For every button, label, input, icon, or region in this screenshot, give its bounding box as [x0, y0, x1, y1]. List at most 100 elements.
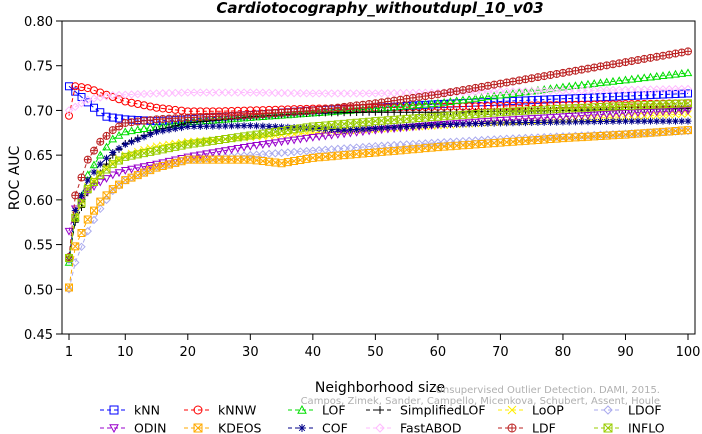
data-point — [389, 140, 399, 150]
data-point-cross — [603, 61, 611, 69]
y-tick-label: 0.45 — [24, 328, 53, 343]
data-point — [446, 137, 455, 147]
data-point-cross — [553, 70, 561, 78]
data-point — [65, 111, 73, 120]
data-point — [602, 110, 612, 119]
data-point — [552, 113, 562, 122]
data-point — [196, 88, 205, 97]
data-point-cross — [403, 95, 411, 103]
data-point-cross — [653, 53, 661, 61]
data-point — [252, 150, 261, 159]
data-point — [427, 91, 436, 100]
data-point — [114, 90, 124, 100]
data-point — [127, 98, 136, 107]
x-tick-label: 80 — [555, 345, 572, 360]
data-point — [559, 118, 567, 126]
data-point — [220, 147, 230, 156]
data-point — [521, 119, 529, 127]
data-point — [633, 85, 643, 94]
data-point — [359, 125, 367, 133]
data-point — [596, 111, 605, 120]
data-point-cross — [103, 132, 111, 140]
x-tick-label: 90 — [617, 345, 634, 360]
y-tick-label: 0.65 — [24, 149, 53, 164]
data-point — [139, 163, 149, 172]
data-point — [246, 88, 255, 97]
data-point — [102, 131, 111, 140]
data-point — [508, 87, 518, 96]
data-point — [683, 107, 693, 115]
data-point — [133, 125, 143, 134]
data-point — [371, 124, 379, 132]
data-point — [515, 76, 524, 85]
x-tick-label: 40 — [305, 345, 322, 360]
data-point — [196, 122, 204, 130]
data-point — [583, 111, 593, 120]
y-axis: 0.45 0.50 0.55 0.60 0.65 0.70 0.75 0.80 — [24, 15, 62, 343]
data-point-cross — [621, 58, 629, 66]
data-point — [334, 126, 342, 134]
data-point-cross — [671, 50, 679, 58]
x-tick-label: 50 — [367, 345, 384, 360]
data-point — [202, 150, 211, 159]
data-point — [603, 117, 611, 125]
data-point-cross — [684, 47, 692, 55]
data-point — [195, 151, 205, 160]
data-point — [115, 122, 124, 131]
legend-item-loop: LoOP — [498, 403, 564, 418]
data-point — [89, 183, 99, 191]
data-point — [202, 88, 211, 97]
data-point-cross — [84, 156, 92, 164]
data-point — [265, 122, 273, 130]
data-point — [190, 122, 198, 130]
data-point — [170, 156, 180, 165]
legend: kNN kNNW LOF SimplifiedLOF LoOP LDOF ODIN KDEOS… — [100, 403, 665, 434]
data-point — [65, 253, 73, 262]
legend-swatch-marker — [297, 404, 307, 414]
data-point — [527, 96, 536, 105]
data-point — [502, 87, 511, 96]
data-point-cross — [396, 96, 404, 104]
data-point — [415, 122, 423, 130]
data-point — [540, 95, 549, 104]
data-point — [471, 83, 480, 92]
data-point — [233, 145, 243, 153]
data-point — [65, 82, 73, 91]
data-point-cross — [465, 85, 473, 93]
data-point — [464, 87, 474, 97]
credit-line-2: Campos, Zimek, Sander, Campello, Micenko… — [301, 396, 660, 407]
data-point — [184, 123, 192, 131]
data-point-cross — [378, 98, 386, 106]
data-point — [496, 79, 505, 88]
data-point — [502, 78, 511, 87]
data-point — [658, 108, 668, 117]
legend-swatch-marker — [109, 405, 119, 415]
legend-item-knnw: kNNW — [184, 403, 256, 418]
data-point — [408, 100, 418, 109]
data-point — [490, 119, 498, 127]
data-point — [421, 121, 429, 129]
data-point — [95, 178, 105, 187]
data-point — [515, 96, 524, 105]
data-point — [377, 141, 386, 151]
data-point — [602, 85, 611, 95]
legend-swatch-marker — [298, 424, 306, 432]
data-point-cross — [459, 86, 467, 94]
plot-area — [64, 47, 693, 294]
x-tick-label: 60 — [430, 345, 447, 360]
data-point — [527, 86, 536, 96]
data-point — [434, 121, 442, 129]
data-point — [358, 142, 368, 152]
data-point — [533, 86, 543, 96]
data-point — [133, 164, 143, 173]
data-point — [339, 89, 349, 98]
legend-label: LDOF — [628, 403, 662, 418]
data-point — [415, 93, 424, 102]
data-point — [683, 68, 693, 77]
data-point — [283, 137, 293, 146]
data-point — [140, 101, 149, 110]
data-point — [71, 213, 80, 222]
data-point — [540, 72, 549, 81]
data-point — [403, 108, 411, 116]
series-ldf — [65, 47, 692, 262]
